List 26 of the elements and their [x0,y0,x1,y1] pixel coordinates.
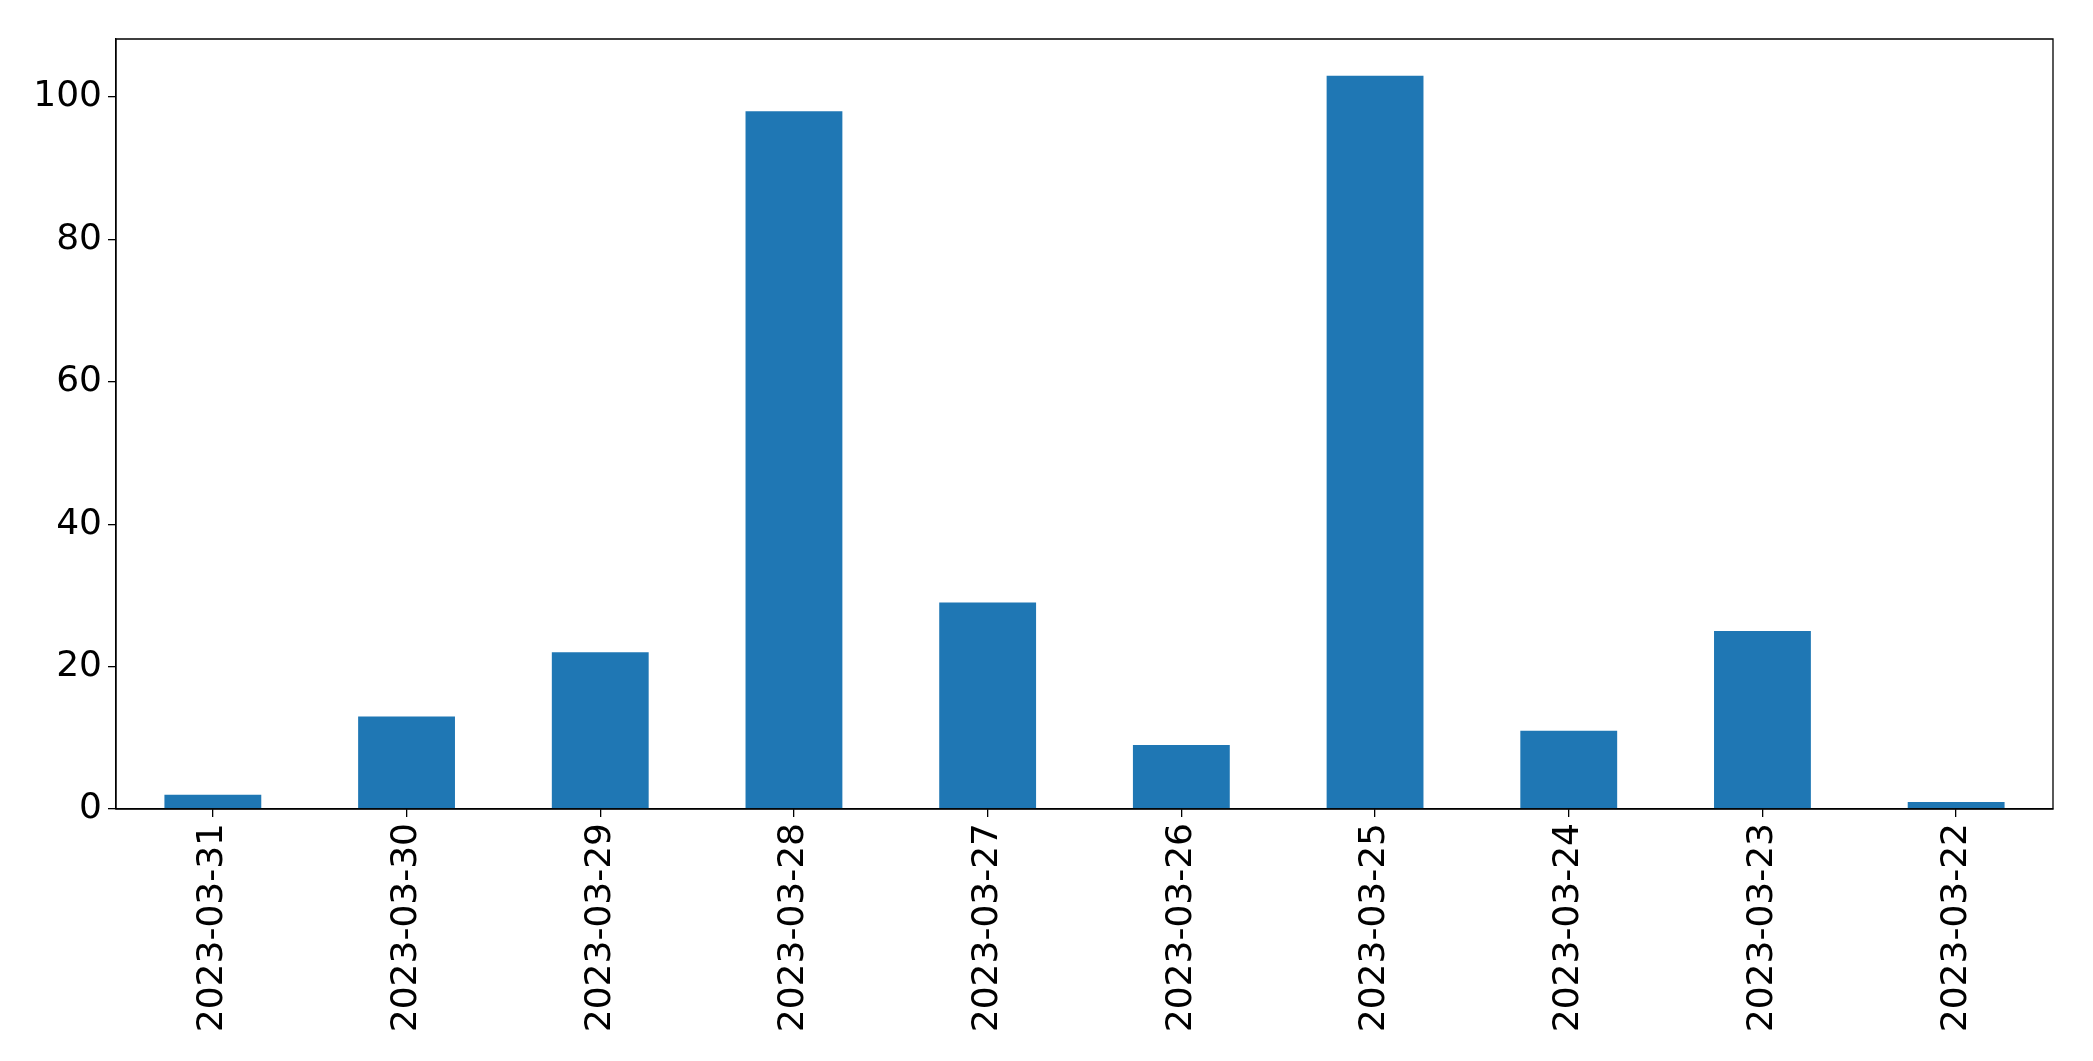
bar [1907,801,2005,809]
y-tick-label: 60 [56,358,102,400]
x-tick-label: 2023-03-29 [576,823,618,1033]
y-tick-label: 80 [56,215,102,257]
bar [1520,730,1618,809]
x-tick-label: 2023-03-27 [964,823,1006,1033]
x-tick-label: 2023-03-26 [1157,823,1199,1033]
bar [1132,744,1230,809]
x-tick-label: 2023-03-28 [770,823,812,1033]
bar [1714,631,1811,809]
y-tick-label: 0 [79,785,102,827]
bar [1326,75,1424,809]
bar [164,794,262,809]
bar [358,716,455,809]
x-tick-label: 2023-03-24 [1545,823,1587,1033]
x-tick-label: 2023-03-22 [1932,823,1974,1033]
x-tick-label: 2023-03-25 [1351,823,1393,1033]
y-tick-label: 100 [33,73,102,115]
y-tick-label: 20 [56,642,102,684]
x-tick-label: 2023-03-23 [1738,823,1780,1033]
bar [551,652,649,809]
x-tick-label: 2023-03-30 [382,823,424,1033]
bar [939,602,1037,809]
x-tick-label: 2023-03-31 [189,823,231,1033]
bar [745,111,843,809]
y-tick-label: 40 [56,500,102,542]
